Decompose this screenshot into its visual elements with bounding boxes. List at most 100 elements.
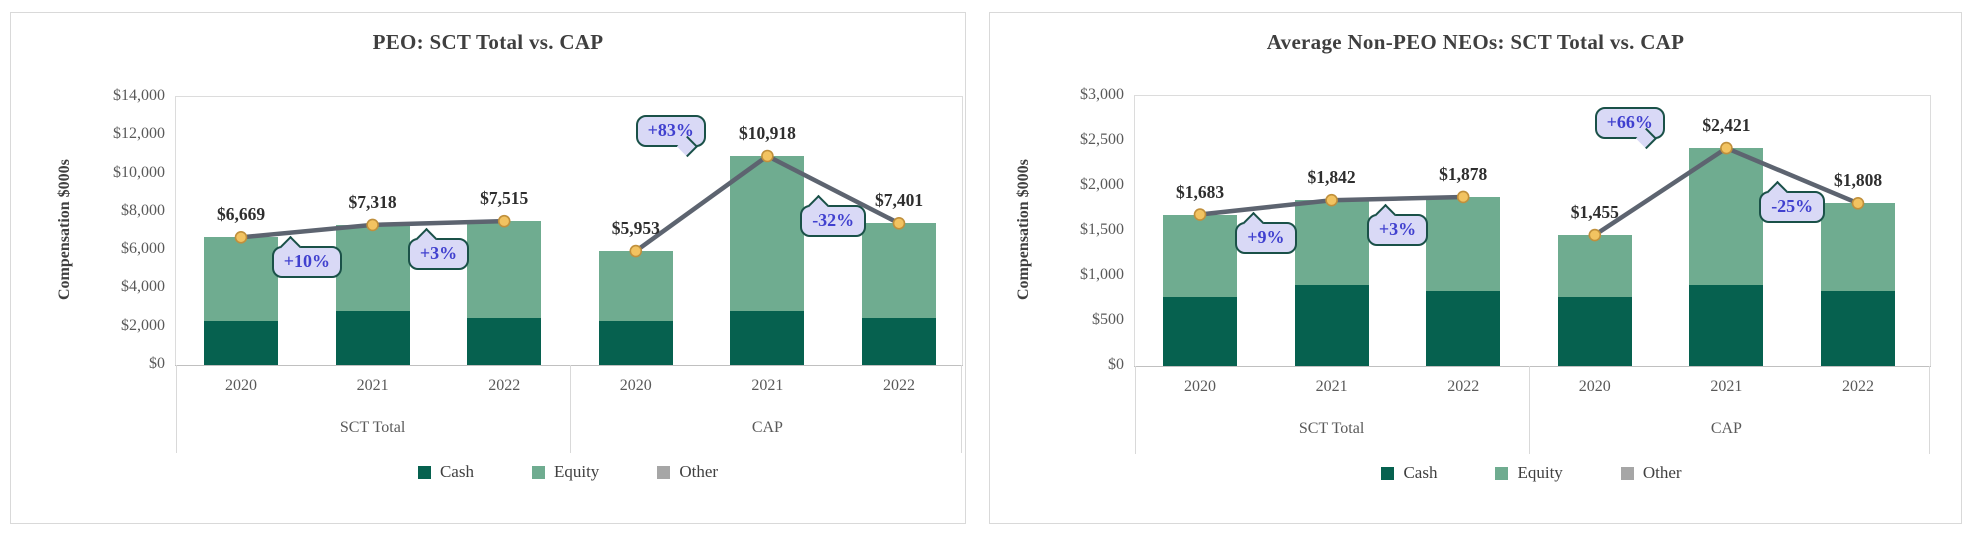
bar-segment-cash xyxy=(1821,291,1895,366)
trend-marker xyxy=(1456,190,1470,204)
x-category-label: 2021 xyxy=(1710,378,1743,395)
trend-marker xyxy=(892,217,906,230)
axis-tier-separator xyxy=(570,365,571,453)
x-category-label: 2020 xyxy=(1184,378,1216,395)
y-tick-label: $0 xyxy=(149,355,165,372)
bar-segment-equity xyxy=(335,224,410,312)
data-label-total: $7,401 xyxy=(874,190,924,211)
axis-tier-separator xyxy=(176,365,177,453)
y-tick-label: $1,000 xyxy=(1080,266,1124,283)
data-label-total: $7,515 xyxy=(480,188,529,209)
y-tick-label: $2,500 xyxy=(1080,131,1124,148)
data-label-total: $7,318 xyxy=(348,191,397,212)
legend-label: Equity xyxy=(553,462,600,481)
y-tick-label: $0 xyxy=(1108,356,1124,373)
x-category-label: 2022 xyxy=(1842,378,1874,395)
trend-marker xyxy=(629,244,643,258)
data-label-total: $2,421 xyxy=(1702,115,1751,136)
bar-segment-cash xyxy=(730,311,805,365)
x-group-label: CAP xyxy=(1710,420,1742,437)
bar-segment-cash xyxy=(204,320,278,365)
bar-segment-cash xyxy=(1557,296,1632,366)
axis-tier-separator xyxy=(1135,366,1136,454)
cash-swatch-icon xyxy=(417,465,431,479)
trend-lines xyxy=(234,149,906,258)
trend-marker xyxy=(234,231,248,244)
legend-item-equity: Equity xyxy=(1495,463,1563,483)
data-label-total: $1,683 xyxy=(1175,181,1225,202)
callout-bubble: +83% xyxy=(635,114,706,158)
data-label-total: $10,918 xyxy=(738,122,796,143)
trend-marker xyxy=(1851,196,1865,210)
bar-segment-equity xyxy=(1821,203,1895,292)
other-swatch-icon xyxy=(657,465,671,479)
bar-segment-cash xyxy=(862,318,936,365)
legend-label: Cash xyxy=(1403,463,1438,482)
trend-marker xyxy=(366,218,379,232)
y-tick-label: $3,000 xyxy=(1080,86,1124,103)
x-group-label: CAP xyxy=(751,419,783,436)
x-group-label: SCT Total xyxy=(1298,420,1365,437)
x-category-label: 2021 xyxy=(751,377,784,394)
x-category-label: 2020 xyxy=(225,377,257,394)
callout-bubble: +3% xyxy=(1366,203,1429,246)
bar-segment-equity xyxy=(1163,214,1237,297)
chart-panel-peo: PEO: SCT Total vs. CAP Compensation $000… xyxy=(10,12,966,524)
legend-item-cash: Cash xyxy=(417,462,474,482)
y-tick-label: $2,000 xyxy=(121,316,165,334)
x-category-label: 2022 xyxy=(1447,378,1480,395)
trend-marker xyxy=(1193,208,1207,221)
data-label-total: $1,808 xyxy=(1833,170,1883,191)
bar-segment-equity xyxy=(598,251,673,321)
x-category-label: 2021 xyxy=(356,377,389,394)
data-label-total: $5,953 xyxy=(611,218,660,239)
bar-segment-equity xyxy=(1689,148,1764,285)
axis-tier-separator xyxy=(1929,366,1930,454)
x-category-label: 2021 xyxy=(1315,378,1348,395)
bar-segment-cash xyxy=(1163,296,1237,366)
equity-swatch-icon xyxy=(531,465,545,479)
bar-segment-cash xyxy=(467,318,542,365)
data-label-total: $1,878 xyxy=(1439,163,1488,184)
axis-tier-separator xyxy=(1529,366,1530,454)
y-tick-label: $12,000 xyxy=(113,125,165,143)
y-tick-label: $2,000 xyxy=(1080,176,1124,193)
data-label-total: $1,455 xyxy=(1570,202,1619,223)
callout-bubble: +66% xyxy=(1594,107,1665,150)
x-category-label: 2020 xyxy=(1578,378,1611,395)
trend-lines xyxy=(1193,141,1865,242)
x-axis-line xyxy=(1134,366,1931,367)
legend: Cash Equity Other xyxy=(175,462,961,482)
trend-marker xyxy=(1325,193,1338,207)
bar-segment-equity xyxy=(1557,235,1632,297)
callout-bubble: +3% xyxy=(407,227,470,271)
chart-title-neo: Average Non-PEO NEOs: SCT Total vs. CAP xyxy=(1266,30,1685,54)
callout-bubble: +9% xyxy=(1235,212,1297,255)
y-tick-label: $500 xyxy=(1092,311,1124,328)
y-tick-label: $1,500 xyxy=(1080,221,1124,238)
data-label-total: $1,842 xyxy=(1307,167,1356,188)
chart-title-peo: PEO: SCT Total vs. CAP xyxy=(372,30,604,54)
axis-tier-separator xyxy=(961,365,962,453)
bar-segment-equity xyxy=(204,237,278,321)
chart-panel-neo: Average Non-PEO NEOs: SCT Total vs. CAP … xyxy=(989,12,1962,524)
plot-area: 2020 2021 2022 2020 2021 2022 SCT Total CAP $1,6… xyxy=(1134,95,1931,454)
legend: Cash Equity Other xyxy=(1134,463,1929,483)
bar-segment-equity xyxy=(862,223,936,319)
trend-marker xyxy=(761,149,774,163)
y-tick-label: $6,000 xyxy=(121,240,165,258)
trend-marker xyxy=(497,214,511,228)
bar-segment-equity xyxy=(1294,200,1369,285)
plot-area: 2020 2021 2022 2020 2021 2022 SCT Total CAP $6,6… xyxy=(175,96,963,453)
trend-line xyxy=(634,153,901,253)
callout-bubble: -25% xyxy=(1759,180,1826,223)
bar-segment-cash xyxy=(598,320,673,365)
x-category-label: 2022 xyxy=(488,377,521,394)
equity-swatch-icon xyxy=(1495,466,1509,480)
bar-segment-cash xyxy=(335,311,410,365)
y-tick-label: $14,000 xyxy=(113,87,165,104)
cash-swatch-icon xyxy=(1381,466,1395,480)
callout-bubble: +10% xyxy=(271,236,343,279)
y-tick-label: $10,000 xyxy=(113,163,165,181)
